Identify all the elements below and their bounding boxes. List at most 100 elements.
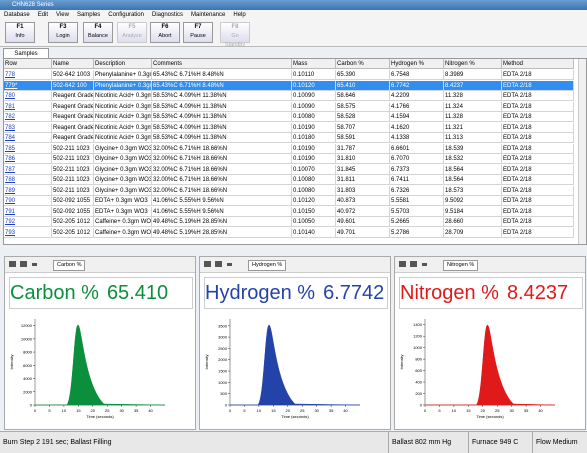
- menu-item[interactable]: Maintenance: [191, 12, 226, 18]
- y-tick-label: 12000: [21, 323, 33, 328]
- cell: Phenylalanine+ 0.3gm: [94, 80, 152, 91]
- cell-text: 18.564: [445, 166, 464, 173]
- row-number[interactable]: 780: [5, 93, 16, 99]
- x-tick-label: 25: [300, 408, 305, 413]
- table-row[interactable]: 793 502-205 1012 Caffeine+ 0.3gm WO3 49.48%…: [4, 227, 574, 238]
- y-tick-label: 8000: [23, 350, 33, 355]
- cell: 18.564: [444, 164, 502, 175]
- readout-value: 8.4237: [506, 282, 569, 304]
- dropdown-icon[interactable]: [32, 263, 37, 266]
- row-number[interactable]: 781: [5, 103, 16, 110]
- table-row[interactable]: 781 Reagent Grade Nicotinic Acid+ 0.3gm 58.…: [4, 101, 574, 112]
- menu-item[interactable]: View: [56, 12, 69, 18]
- button-label: Balance: [88, 33, 108, 39]
- row-number[interactable]: 789: [5, 187, 16, 194]
- table-row[interactable]: 782 Reagent Grade Nicotinic Acid+ 0.3gm 58.…: [4, 112, 574, 122]
- view-icon[interactable]: [20, 261, 27, 267]
- table-row[interactable]: 787 502-211 1023 Glycine+ 0.3gm WO3 32.00%C…: [4, 164, 574, 175]
- toolbar-button[interactable]: F1 Info: [5, 22, 35, 43]
- title-bar: CHN628 Series: [0, 0, 587, 10]
- row-number[interactable]: 782: [5, 114, 16, 120]
- view-icon[interactable]: [215, 261, 222, 267]
- cell-text: 31.803: [337, 187, 356, 194]
- table-row[interactable]: 792 502-205 1012 Caffeine+ 0.3gm WO3 49.48%…: [4, 217, 574, 227]
- row-number[interactable]: 788: [5, 177, 16, 183]
- toolbar-button[interactable]: F7 Pause: [183, 22, 213, 43]
- x-tick-label: 40: [343, 408, 348, 413]
- cell-text: Glycine+ 0.3gm WO3: [95, 177, 152, 183]
- panel-tab[interactable]: Hydrogen %: [248, 260, 287, 271]
- dropdown-icon[interactable]: [227, 263, 232, 266]
- cell: Carbon %: [336, 59, 390, 69]
- x-tick-label: 0: [229, 408, 232, 413]
- cell: 11.313: [444, 133, 502, 143]
- row-number[interactable]: 791: [5, 208, 16, 215]
- menu-item[interactable]: Diagnostics: [151, 12, 183, 18]
- y-tick-label: 3000: [218, 335, 228, 340]
- table-row[interactable]: 785 502-211 1023 Glycine+ 0.3gm WO3 32.00%C…: [4, 143, 574, 154]
- cell: 32.00%C 6.71%H 18.66%N: [152, 164, 292, 175]
- table-row[interactable]: 788 502-211 1023 Glycine+ 0.3gm WO3 32.00%C…: [4, 175, 574, 185]
- row-number[interactable]: 783: [5, 124, 16, 131]
- menu-item[interactable]: Help: [233, 12, 246, 18]
- cell-text: Comments: [153, 61, 183, 67]
- row-number[interactable]: 787: [5, 166, 16, 173]
- x-tick-label: 15: [76, 408, 81, 413]
- dropdown-icon[interactable]: [422, 263, 427, 266]
- cell-text: Phenylalanine+ 0.3gm: [95, 72, 152, 78]
- cell: 502-205 1012: [52, 217, 94, 227]
- table-row[interactable]: 778 502-642 1003 Phenylalanine+ 0.3gm 65.43…: [4, 70, 574, 80]
- table-row[interactable]: 789 502-211 1023 Glycine+ 0.3gm WO3 32.00%C…: [4, 185, 574, 196]
- toolbar-button[interactable]: F6 Abort: [150, 22, 180, 43]
- view-icon[interactable]: [410, 261, 417, 267]
- menu-item[interactable]: Samples: [76, 12, 101, 18]
- row-number[interactable]: 790: [5, 198, 16, 204]
- cell-text: Reagent Grade: [53, 93, 94, 99]
- samples-tab[interactable]: Samples: [3, 48, 49, 59]
- readout-value: 65.410: [106, 282, 169, 304]
- table-row[interactable]: 790 502-092 1055 EDTA+ 0.3gm WO3 41.06%C 5.…: [4, 196, 574, 206]
- row-number[interactable]: 785: [5, 145, 16, 152]
- cell: 502-211 1023: [52, 175, 94, 185]
- cell-text: 6.7070: [391, 156, 410, 162]
- panel-tab[interactable]: Nitrogen %: [443, 260, 479, 271]
- cell: 4.1620: [390, 122, 444, 133]
- print-icon[interactable]: [9, 261, 16, 267]
- menu-item[interactable]: Edit: [37, 12, 49, 18]
- header-row: Row Name Description Comments Mass Carbon % Hy…: [4, 59, 574, 69]
- toolbar-button[interactable]: F3 Login: [48, 22, 78, 43]
- button-label: Pause: [190, 33, 206, 39]
- table-row[interactable]: 783 Reagent Grade Nicotinic Acid+ 0.3gm 58.…: [4, 122, 574, 133]
- menu-item[interactable]: Configuration: [108, 12, 144, 18]
- cell: 11.328: [444, 112, 502, 122]
- cell: 49.48%C 5.19%H 28.85%N: [152, 217, 292, 227]
- panel-tab[interactable]: Carbon %: [53, 260, 86, 271]
- print-icon[interactable]: [204, 261, 211, 267]
- cell: Mass: [292, 59, 336, 69]
- y-tick-label: 0: [225, 403, 228, 408]
- cell: 32.00%C 6.71%H 18.66%N: [152, 185, 292, 196]
- cell: 11.321: [444, 122, 502, 133]
- cell: 0.10180: [292, 133, 336, 143]
- toolbar-button[interactable]: F4 Balance: [83, 22, 113, 43]
- cell: 779*: [4, 80, 52, 91]
- row-number[interactable]: 784: [5, 135, 16, 141]
- table-row[interactable]: 786 502-211 1023 Glycine+ 0.3gm WO3 32.00%C…: [4, 154, 574, 164]
- table-row[interactable]: 779* 502-642 100 Phenylalanine+ 0.3gm 65.43…: [4, 80, 574, 91]
- x-tick-label: 35: [524, 408, 529, 413]
- row-number[interactable]: 786: [5, 156, 16, 162]
- cell-text: EDTA 2/18: [503, 72, 532, 78]
- menu-item[interactable]: Database: [4, 12, 30, 18]
- row-number[interactable]: 779*: [5, 82, 18, 89]
- print-icon[interactable]: [399, 261, 406, 267]
- row-number[interactable]: 793: [5, 229, 16, 236]
- cell: 790: [4, 196, 52, 206]
- row-number[interactable]: 778: [5, 72, 16, 78]
- cell: 58.528: [336, 112, 390, 122]
- vertical-scrollbar[interactable]: [578, 59, 586, 244]
- table-row[interactable]: 780 Reagent Grade Nicotinic Acid+ 0.3gm 58.…: [4, 91, 574, 101]
- row-number[interactable]: 792: [5, 219, 16, 225]
- table-row[interactable]: 791 502-092 1055 EDTA+ 0.3gm WO3 41.06%C 5.…: [4, 206, 574, 217]
- table-row[interactable]: 784 Reagent Grade Nicotinic Acid+ 0.3gm 58.…: [4, 133, 574, 143]
- cell: EDTA 2/18: [502, 133, 574, 143]
